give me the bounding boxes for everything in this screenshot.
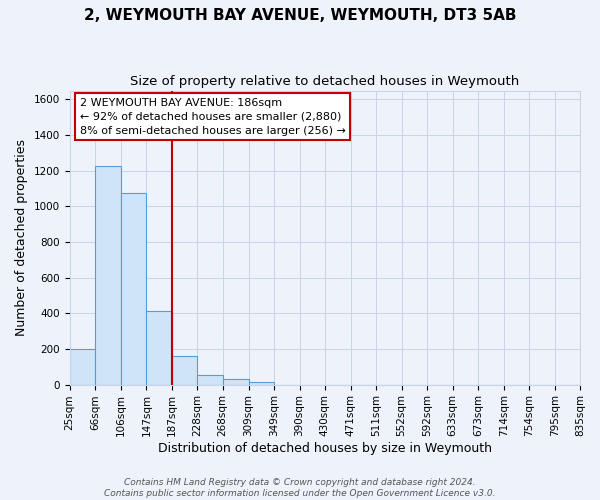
Bar	[172, 356, 197, 384]
Bar	[146, 310, 172, 384]
Bar	[70, 349, 95, 384]
Text: 2 WEYMOUTH BAY AVENUE: 186sqm
← 92% of detached houses are smaller (2,880)
8% of: 2 WEYMOUTH BAY AVENUE: 186sqm ← 92% of d…	[80, 98, 346, 136]
Bar	[197, 375, 223, 384]
Bar	[95, 166, 121, 384]
Text: 2, WEYMOUTH BAY AVENUE, WEYMOUTH, DT3 5AB: 2, WEYMOUTH BAY AVENUE, WEYMOUTH, DT3 5A…	[84, 8, 516, 22]
Title: Size of property relative to detached houses in Weymouth: Size of property relative to detached ho…	[130, 75, 520, 88]
Y-axis label: Number of detached properties: Number of detached properties	[15, 139, 28, 336]
Text: Contains HM Land Registry data © Crown copyright and database right 2024.
Contai: Contains HM Land Registry data © Crown c…	[104, 478, 496, 498]
X-axis label: Distribution of detached houses by size in Weymouth: Distribution of detached houses by size …	[158, 442, 492, 455]
Bar	[248, 382, 274, 384]
Bar	[223, 380, 248, 384]
Bar	[121, 193, 146, 384]
